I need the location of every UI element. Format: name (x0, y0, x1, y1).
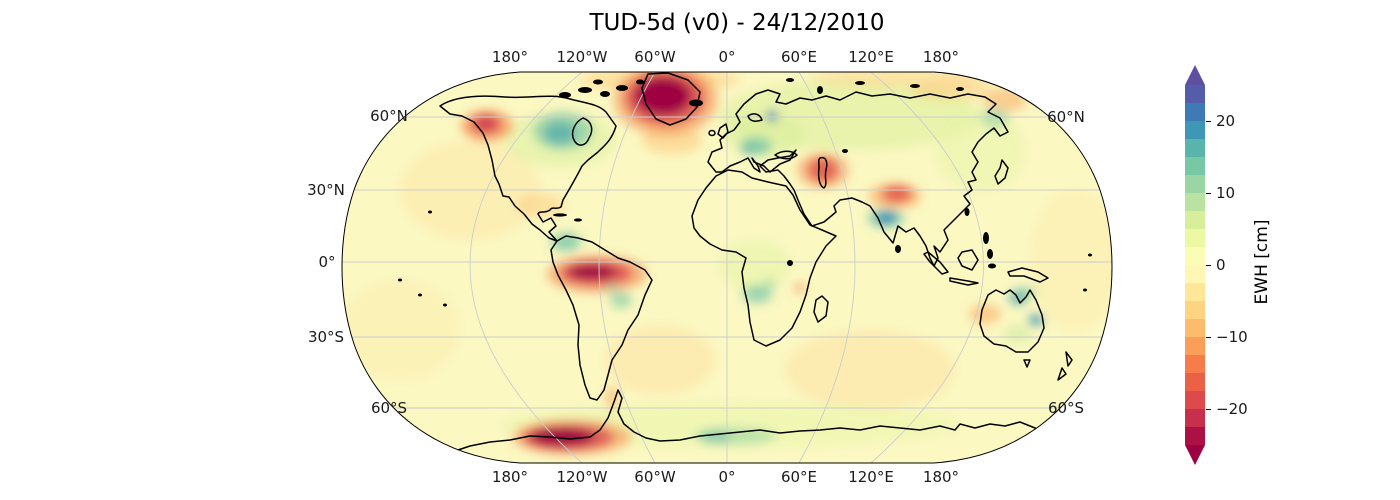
colorbar-band (1185, 229, 1205, 247)
lon-label-top: 180° (922, 48, 960, 66)
lon-label-bottom: 180° (922, 468, 960, 486)
colorbar-band (1185, 319, 1205, 337)
lon-label-top: 60°W (634, 48, 676, 66)
colorbar-band (1185, 337, 1205, 355)
lon-label-bottom: 60°W (634, 468, 676, 486)
lon-label-bottom: 120°W (556, 468, 608, 486)
coastlines (398, 72, 1092, 453)
lon-label-bottom: 0° (718, 468, 736, 486)
colorbar-tick-label: 0 (1216, 256, 1226, 274)
colorbar-tick-label: −20 (1216, 400, 1248, 418)
colorbar-band (1185, 427, 1205, 445)
colorbar-band (1185, 283, 1205, 301)
colorbar-band (1185, 355, 1205, 373)
lat-label-left: 60°S (370, 399, 408, 417)
colorbar-tick (1206, 265, 1211, 267)
colorbar-band (1185, 211, 1205, 229)
lat-label-left: 30°N (307, 181, 345, 199)
colorbar-band (1185, 103, 1205, 121)
lon-label-bottom: 180° (491, 468, 529, 486)
lon-label-top: 60°E (780, 48, 818, 66)
lat-label-right: 60°N (1047, 108, 1085, 126)
colorbar-tick-label: 20 (1216, 112, 1236, 130)
colorbar-band (1185, 409, 1205, 427)
colorbar-band (1185, 157, 1205, 175)
lon-label-top: 180° (491, 48, 529, 66)
lon-label-bottom: 60°E (780, 468, 818, 486)
colorbar-band (1185, 139, 1205, 157)
colorbar-bands (1185, 85, 1205, 445)
colorbar-band (1185, 265, 1205, 283)
colorbar-tick (1206, 409, 1211, 411)
colorbar-over-arrow (1185, 65, 1205, 85)
lon-label-top: 0° (718, 48, 736, 66)
colorbar-axis-label: EWH [cm] (1252, 219, 1272, 305)
lon-label-top: 120°E (848, 48, 894, 66)
colorbar-tick-label: 10 (1216, 184, 1236, 202)
lat-label-left: 30°S (307, 328, 345, 346)
map-boundary (341, 71, 1113, 464)
colorbar-tick (1206, 337, 1211, 339)
lat-label-left: 60°N (370, 107, 408, 125)
colorbar-tick (1206, 193, 1211, 195)
colorbar-band (1185, 121, 1205, 139)
colorbar-band (1185, 373, 1205, 391)
colorbar-tick-label: −10 (1216, 328, 1248, 346)
colorbar-band (1185, 391, 1205, 409)
colorbar-band (1185, 247, 1205, 265)
colorbar-under-arrow (1185, 445, 1205, 465)
lon-label-bottom: 120°E (848, 468, 894, 486)
colorbar-tick (1206, 121, 1211, 123)
lon-label-top: 120°W (556, 48, 608, 66)
colorbar-band (1185, 85, 1205, 103)
colorbar-band (1185, 175, 1205, 193)
plot-title: TUD-5d (v0) - 24/12/2010 (589, 10, 885, 36)
colorbar-band (1185, 301, 1205, 319)
colorbar (1185, 65, 1205, 465)
colorbar-band (1185, 193, 1205, 211)
graticule (342, 72, 1112, 463)
lat-label-right: 60°S (1047, 399, 1085, 417)
lat-label-left: 0° (318, 253, 336, 271)
